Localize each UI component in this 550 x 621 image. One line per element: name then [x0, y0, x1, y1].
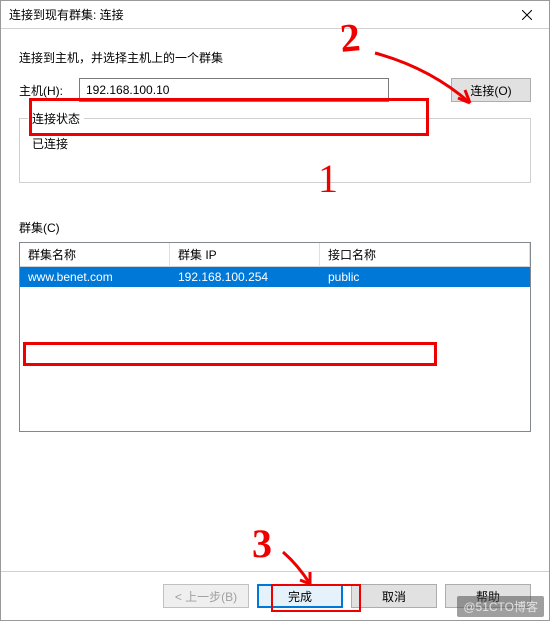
host-label: 主机(H): — [19, 82, 69, 99]
list-header: 群集名称 群集 IP 接口名称 — [20, 243, 530, 267]
cluster-label: 群集(C) — [19, 219, 531, 236]
col-header-iface[interactable]: 接口名称 — [320, 242, 530, 267]
table-row[interactable]: www.benet.com 192.168.100.254 public — [20, 267, 530, 287]
host-input[interactable] — [79, 78, 389, 102]
status-groupbox: 连接状态 已连接 — [19, 118, 531, 183]
instruction-text: 连接到主机，并选择主机上的一个群集 — [19, 49, 531, 66]
col-header-name[interactable]: 群集名称 — [20, 242, 170, 267]
cancel-button[interactable]: 取消 — [351, 584, 437, 608]
host-row: 主机(H): 连接(O) — [19, 78, 531, 102]
close-button[interactable] — [504, 1, 549, 29]
dialog-window: 连接到现有群集: 连接 连接到主机，并选择主机上的一个群集 主机(H): 连接(… — [0, 0, 550, 621]
finish-button[interactable]: 完成 — [257, 584, 343, 608]
dialog-content: 连接到主机，并选择主机上的一个群集 主机(H): 连接(O) 连接状态 已连接 … — [1, 29, 549, 571]
dialog-title: 连接到现有群集: 连接 — [9, 6, 124, 23]
col-header-ip[interactable]: 群集 IP — [170, 242, 320, 267]
status-text: 已连接 — [32, 135, 518, 152]
cluster-list: 群集名称 群集 IP 接口名称 www.benet.com 192.168.10… — [19, 242, 531, 432]
status-group-title: 连接状态 — [28, 110, 84, 127]
back-button: < 上一步(B) — [163, 584, 249, 608]
cell-cluster-ip: 192.168.100.254 — [170, 268, 320, 286]
watermark: @51CTO博客 — [457, 596, 544, 617]
title-bar: 连接到现有群集: 连接 — [1, 1, 549, 29]
cell-cluster-name: www.benet.com — [20, 268, 170, 286]
cell-cluster-iface: public — [320, 268, 530, 286]
close-icon — [522, 10, 532, 20]
connect-button[interactable]: 连接(O) — [451, 78, 531, 102]
